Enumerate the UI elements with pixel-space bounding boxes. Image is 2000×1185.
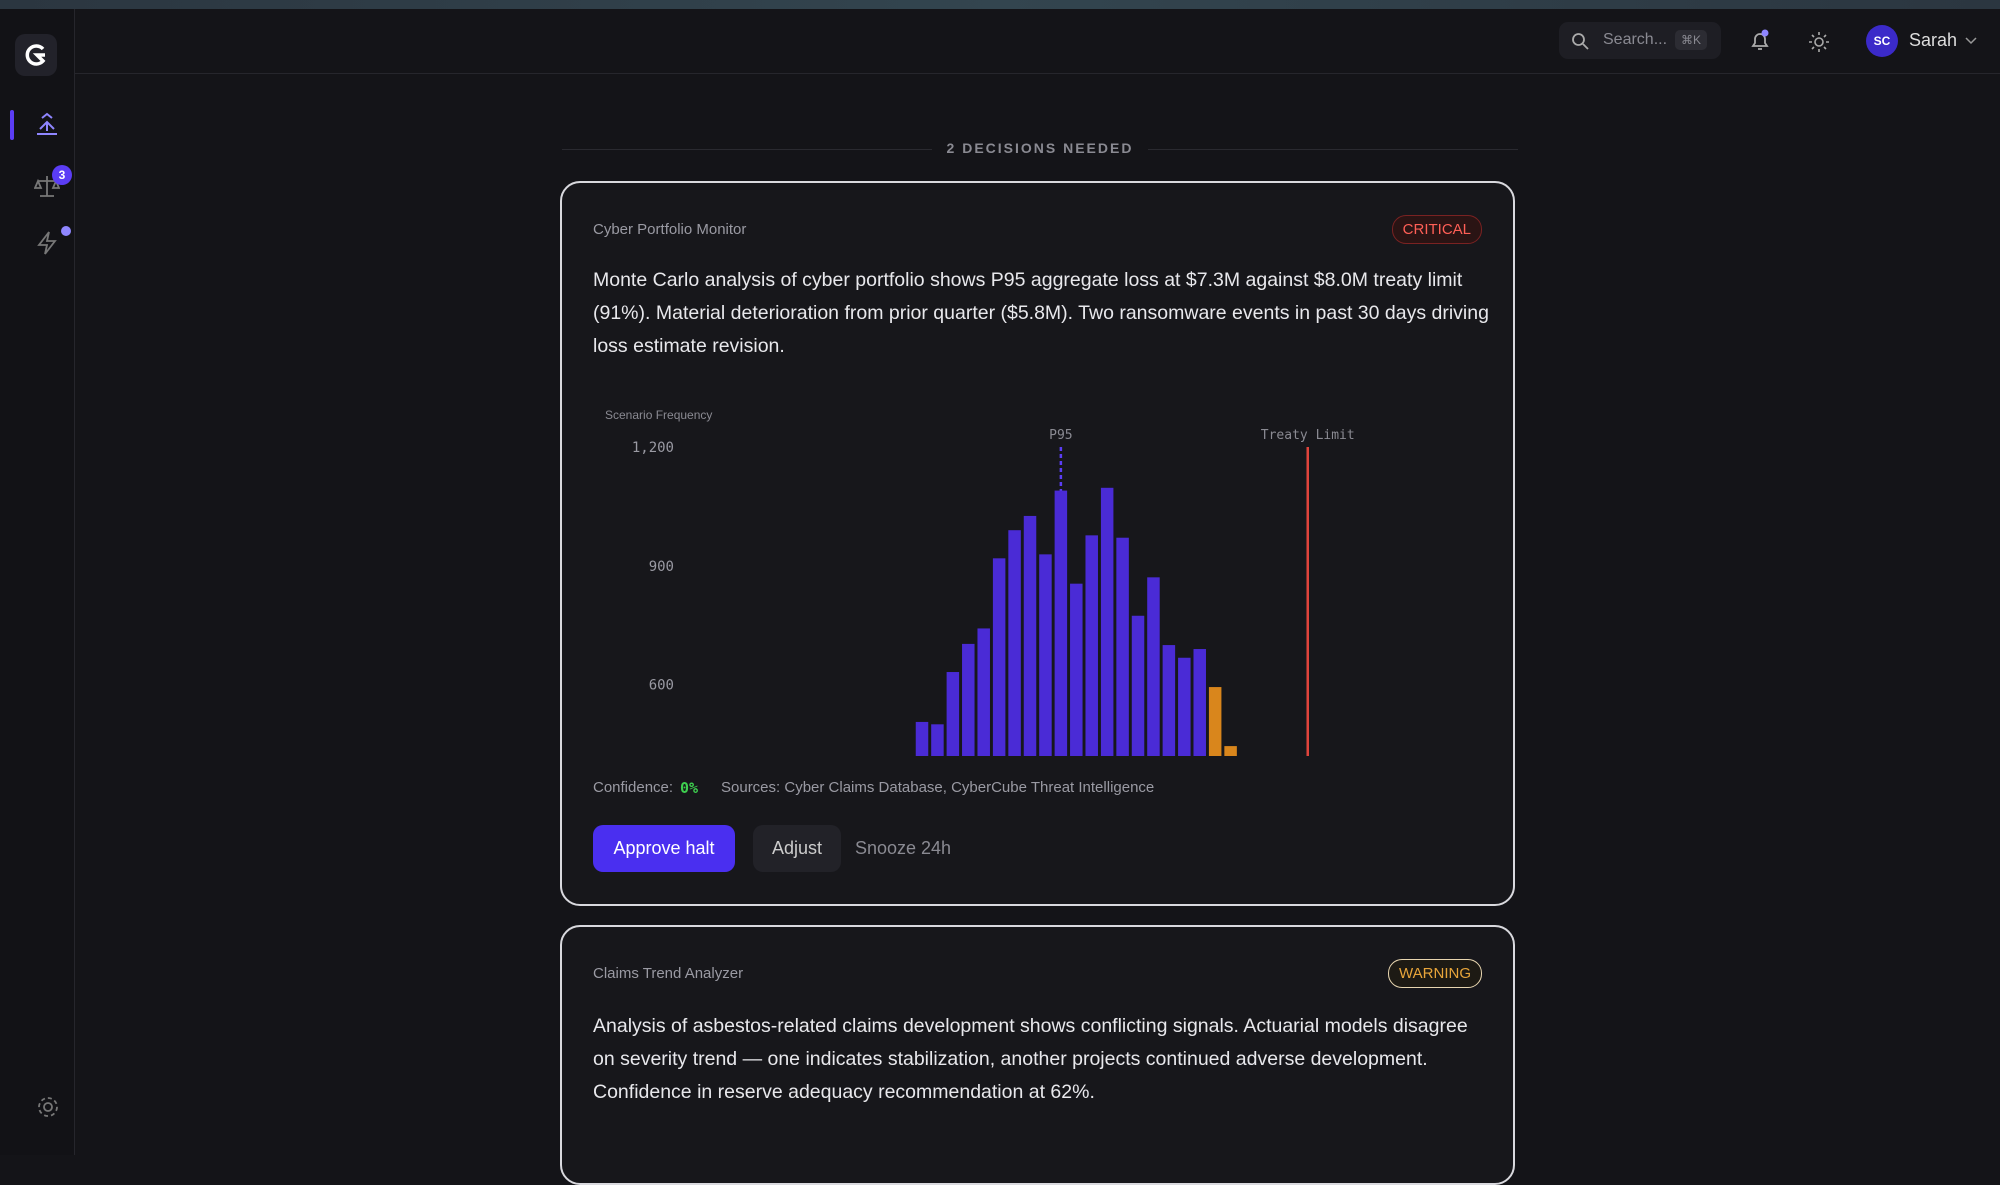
- chart: Scenario Frequency 1,200 900 600 P95 Treaty L…: [605, 408, 1355, 756]
- bar: [1039, 554, 1052, 756]
- divider: [1148, 149, 1518, 150]
- bar: [1162, 645, 1176, 756]
- notifications[interactable]: [1748, 29, 1772, 53]
- approve-button[interactable]: Approve halt: [593, 825, 735, 872]
- severity-badge: CRITICAL: [1391, 215, 1482, 244]
- header: Search... ⌘K SC Sarah: [75, 9, 2000, 74]
- bar: [1193, 649, 1206, 756]
- logo-icon: [25, 44, 46, 66]
- user-menu-chevron[interactable]: [1965, 36, 1977, 46]
- sidebar: 3: [0, 9, 75, 1155]
- search-shortcut: ⌘K: [1675, 30, 1708, 50]
- search-box[interactable]: Search... ⌘K: [1559, 22, 1721, 59]
- confidence-value: 0%: [680, 779, 699, 797]
- decision-card: Cyber Portfolio Monitor CRITICAL Monte C…: [560, 181, 1515, 906]
- card-source: Cyber Portfolio Monitor: [593, 221, 747, 238]
- logo[interactable]: [15, 34, 57, 76]
- bar: [946, 672, 960, 756]
- bar: [1008, 530, 1021, 756]
- adjust-button[interactable]: Adjust: [753, 825, 841, 872]
- search-placeholder: Search...: [1603, 31, 1668, 48]
- theme-toggle[interactable]: [1808, 31, 1830, 53]
- divider: [562, 149, 932, 150]
- bar: [1208, 687, 1222, 756]
- card-description: Monte Carlo analysis of cyber portfolio …: [593, 269, 1489, 357]
- nav-decisions[interactable]: [34, 173, 60, 199]
- search-icon: [1572, 33, 1589, 50]
- bar: [1085, 535, 1098, 756]
- bar: [931, 724, 944, 756]
- bar: [1147, 577, 1160, 756]
- card-source: Claims Trend Analyzer: [593, 965, 744, 982]
- bar: [1224, 746, 1237, 756]
- section-title: 2 DECISIONS NEEDED: [946, 140, 1134, 156]
- active-indicator: [10, 110, 14, 140]
- y-tick-label: 600: [649, 678, 674, 694]
- y-tick-label: 1,200: [632, 440, 674, 456]
- y-axis-label: Scenario Frequency: [605, 408, 712, 422]
- nav-automation[interactable]: [34, 230, 60, 256]
- bar: [1054, 490, 1068, 756]
- sources: Sources: Cyber Claims Database, CyberCub…: [721, 779, 1155, 796]
- nav-settings[interactable]: [35, 1094, 61, 1120]
- bar: [977, 628, 990, 756]
- decision-card: Claims Trend Analyzer WARNING Analysis o…: [560, 925, 1515, 1185]
- bar: [1070, 583, 1083, 756]
- bar: [1023, 515, 1037, 756]
- snooze-button[interactable]: Snooze 24h: [854, 838, 952, 858]
- avatar[interactable]: SC: [1866, 25, 1898, 57]
- top-strip: [0, 0, 2000, 9]
- bar: [915, 721, 929, 756]
- confidence-label: Confidence:: [593, 779, 674, 796]
- card-description: Analysis of asbestos-related claims deve…: [593, 1015, 1468, 1103]
- bar: [1178, 657, 1191, 756]
- bar: [1116, 537, 1129, 756]
- bar: [1131, 615, 1145, 756]
- bar: [1100, 487, 1114, 756]
- nav-dot: [61, 226, 71, 236]
- nav-dashboard[interactable]: [34, 112, 60, 138]
- y-tick-label: 900: [649, 559, 674, 575]
- marker-label: P95: [1049, 428, 1072, 443]
- severity-badge: WARNING: [1388, 959, 1482, 988]
- bar: [962, 643, 975, 756]
- user-name[interactable]: Sarah: [1909, 30, 1958, 50]
- marker-label: Treaty Limit: [1261, 428, 1355, 443]
- bar: [992, 558, 1006, 756]
- nav-badge: 3: [52, 165, 72, 185]
